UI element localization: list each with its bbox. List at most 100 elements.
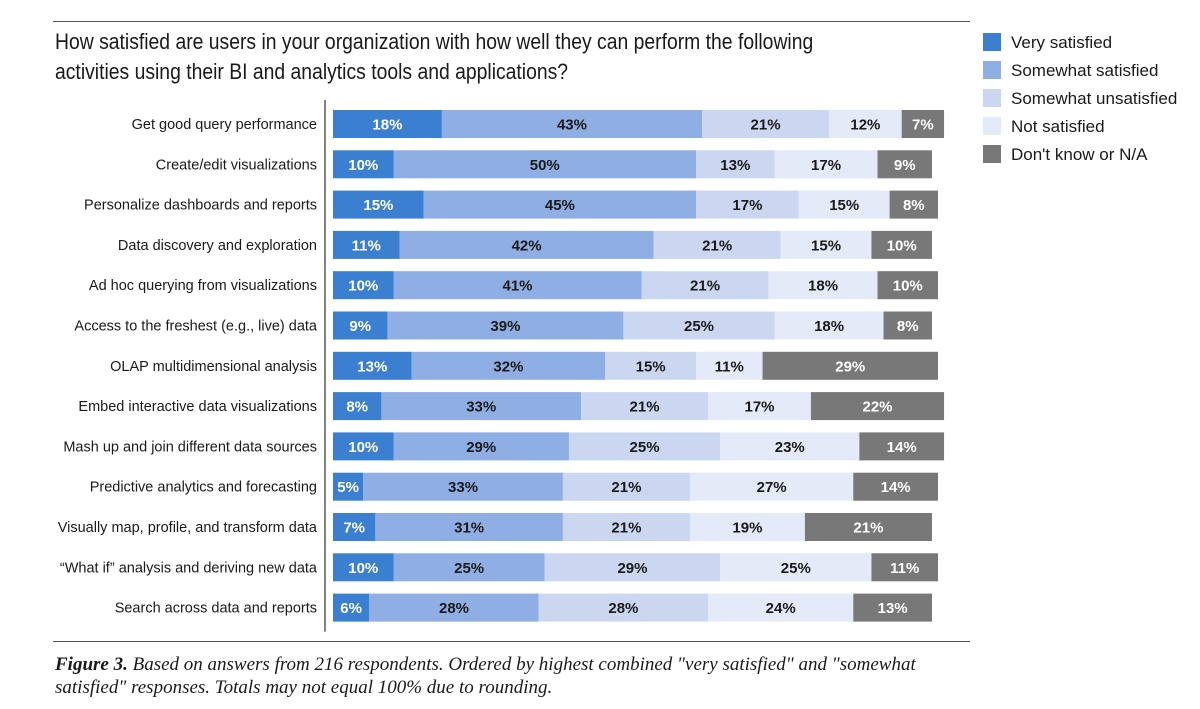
chart-title-line-1: How satisfied are users in your organiza… (55, 29, 814, 54)
data-label: 12% (850, 117, 880, 134)
data-label: 15% (636, 358, 666, 375)
data-label: 10% (348, 157, 378, 174)
bar-segment (859, 432, 945, 461)
data-label: 29% (466, 439, 496, 456)
bar-segment (810, 392, 945, 421)
bar-segment (568, 432, 721, 461)
data-label: 32% (493, 358, 523, 375)
data-label: 21% (611, 520, 641, 537)
bar-segment (605, 351, 696, 380)
bar-segment (871, 230, 932, 259)
data-label: 13% (878, 600, 908, 617)
data-label: 23% (775, 439, 805, 456)
legend-swatch (983, 117, 1001, 135)
bottom-rule (53, 641, 970, 642)
data-label: 10% (887, 237, 917, 254)
data-label: 10% (348, 439, 378, 456)
data-label: 50% (530, 157, 560, 174)
bar-segment (333, 513, 376, 541)
bar-segment (381, 392, 582, 421)
bar-segment (883, 311, 932, 340)
data-label: 25% (684, 318, 714, 335)
bar-segment (544, 553, 721, 582)
data-label: 18% (372, 117, 402, 134)
category-label: Get good query performance (132, 117, 317, 133)
category-label: Data discovery and exploration (118, 238, 317, 254)
legend-swatch (983, 33, 1001, 51)
data-label: 21% (702, 237, 732, 254)
data-label: 42% (512, 237, 542, 254)
data-label: 25% (781, 560, 811, 577)
data-label: 27% (757, 479, 787, 496)
data-label: 41% (503, 278, 533, 295)
category-label: Ad hoc querying from visualizations (89, 278, 317, 294)
bar-segment (333, 351, 412, 380)
category-label: Predictive analytics and forecasting (90, 480, 317, 496)
data-label: 31% (454, 520, 484, 537)
data-label: 9% (349, 318, 371, 335)
bar-segment (641, 271, 769, 300)
bar-segment (369, 593, 539, 622)
bar-segment (720, 553, 872, 582)
data-label: 24% (766, 600, 796, 617)
legend-label: Somewhat unsatisfied (1011, 89, 1177, 108)
bar-segment (562, 513, 690, 541)
bar-segment (708, 392, 811, 421)
data-label: 29% (835, 358, 865, 375)
category-label: Mash up and join different data sources (63, 439, 317, 455)
data-label: 21% (853, 520, 883, 537)
bar-segment (889, 190, 938, 219)
data-label: 11% (352, 237, 381, 254)
bar-segment (375, 513, 563, 541)
category-label: Access to the freshest (e.g., live) data (74, 319, 318, 335)
data-label: 22% (862, 399, 892, 416)
data-label: 18% (814, 318, 844, 335)
bar-segment (720, 432, 860, 461)
bar-segment (333, 553, 394, 582)
bar-segment (441, 110, 703, 138)
bar-segment (393, 271, 642, 300)
data-label: 21% (630, 399, 660, 416)
bar-segment (623, 311, 775, 340)
bar-segment (333, 311, 388, 340)
legend-label: Very satisfied (1011, 33, 1112, 52)
data-label: 14% (881, 479, 911, 496)
data-label: 43% (557, 117, 587, 134)
bar-segment (581, 392, 709, 421)
data-label: 18% (808, 278, 838, 295)
bar-segment (702, 110, 830, 138)
data-label: 15% (811, 237, 841, 254)
bar-segment (653, 230, 781, 259)
bar-segment (411, 351, 606, 380)
data-label: 13% (720, 157, 750, 174)
data-label: 8% (903, 197, 925, 214)
bar-segment (768, 271, 878, 300)
bar-segment (399, 230, 654, 259)
bar-segment (774, 150, 878, 179)
bar-segment (877, 150, 932, 179)
data-label: 45% (545, 197, 575, 214)
bar-segment (333, 150, 394, 179)
data-label: 15% (829, 197, 859, 214)
data-label: 33% (448, 479, 478, 496)
data-label: 10% (348, 560, 378, 577)
bar-segment (798, 190, 890, 219)
data-label: 19% (732, 520, 762, 537)
legend-label: Don't know or N/A (1011, 145, 1148, 164)
bar-segment (562, 472, 690, 501)
bar-segment (853, 593, 932, 622)
data-label: 11% (715, 358, 744, 375)
data-label: 17% (745, 399, 775, 416)
bar-segment (333, 593, 370, 622)
data-label: 28% (608, 600, 638, 617)
bar-segment (871, 553, 938, 582)
legend-swatch (983, 61, 1001, 79)
data-label: 39% (490, 318, 520, 335)
bar-segment (333, 230, 400, 259)
data-label: 21% (751, 117, 781, 134)
bar-segment (333, 392, 382, 421)
bar-segment (689, 472, 854, 501)
data-label: 17% (732, 197, 762, 214)
bar-segment (708, 593, 854, 622)
